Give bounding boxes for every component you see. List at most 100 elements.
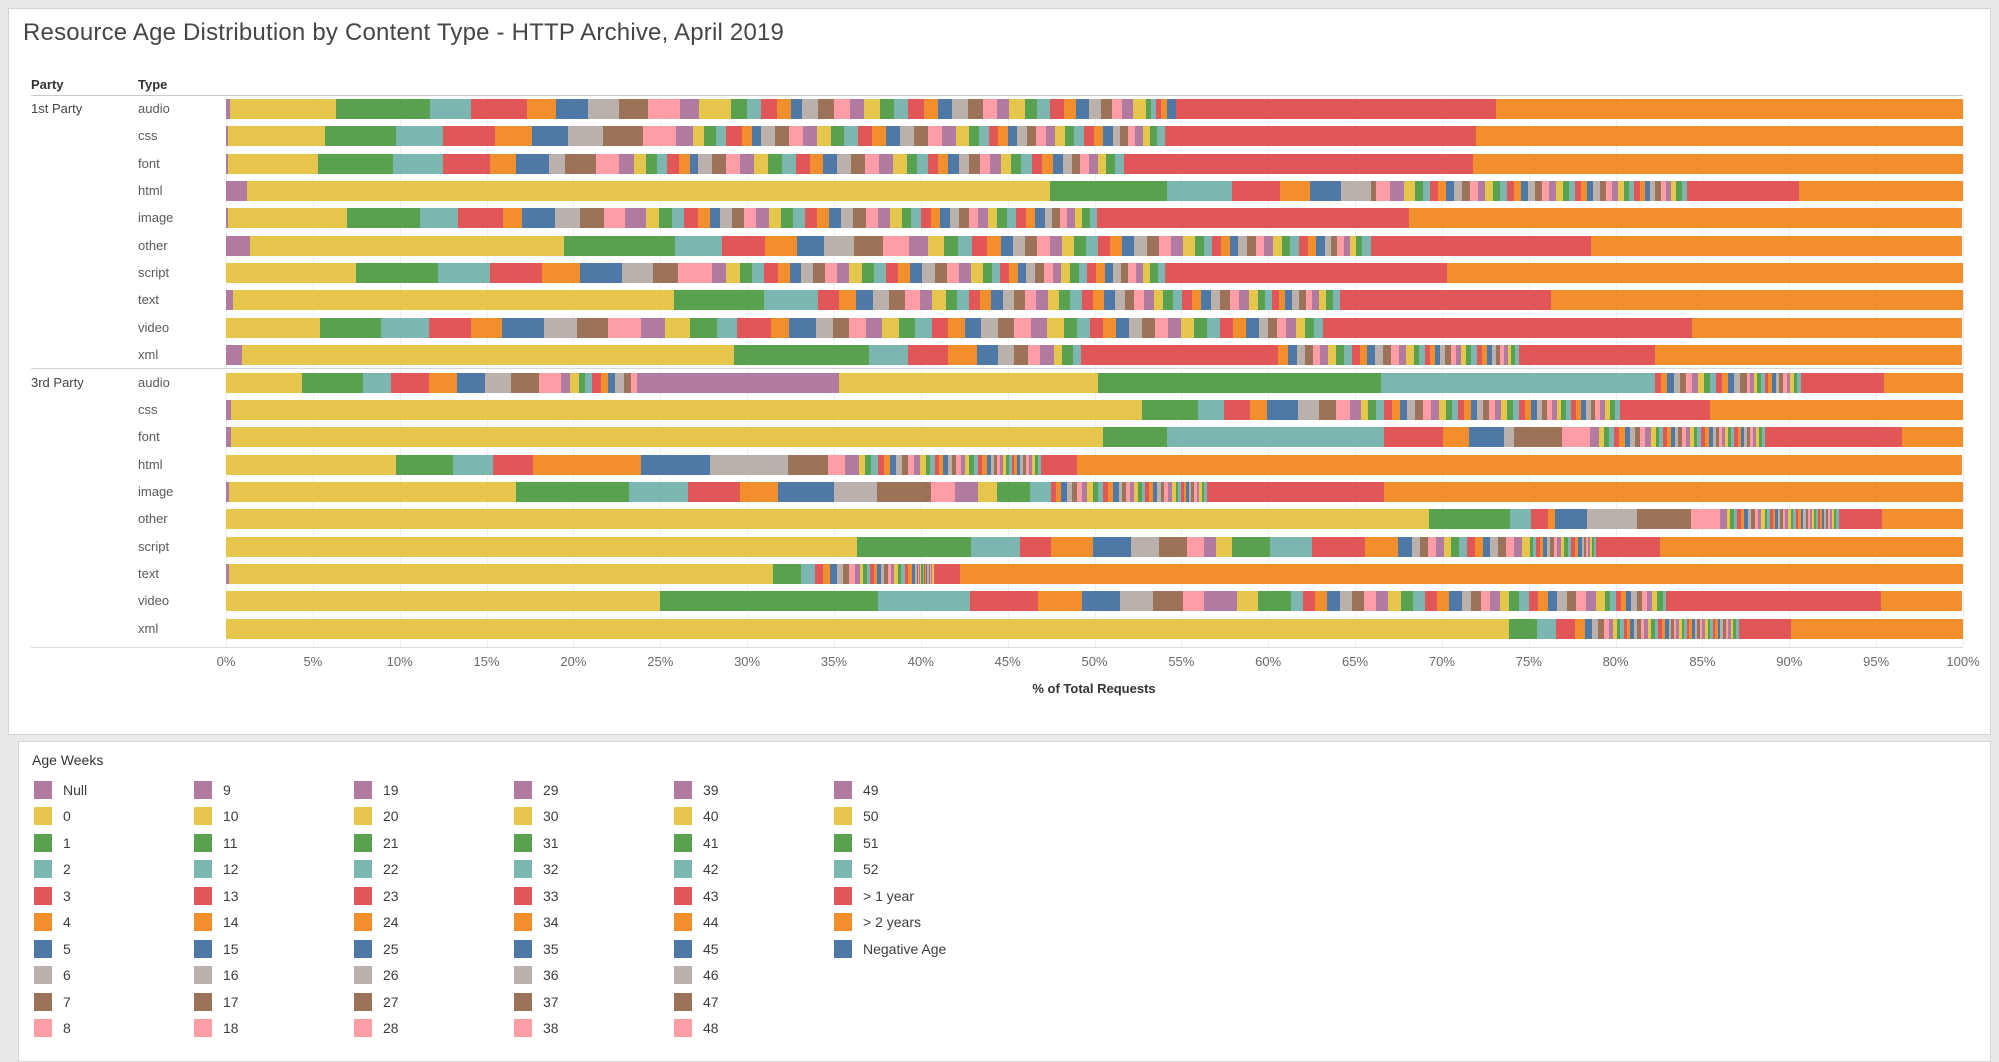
bar-segment-age-25[interactable] <box>1104 290 1116 311</box>
bar-segment-age-18[interactable] <box>1312 345 1321 366</box>
bar-segment-age-30[interactable] <box>1521 536 1530 557</box>
bar-segment-age-26[interactable] <box>1375 345 1383 366</box>
bar-segment-age-21[interactable] <box>1493 181 1501 202</box>
bar-segment-age-2[interactable] <box>877 591 971 612</box>
bar-segment-age-29[interactable] <box>996 99 1010 119</box>
bar-segment-age-25[interactable] <box>910 263 923 284</box>
bar-segment-age-19[interactable] <box>1082 481 1088 502</box>
bar-segment-age-11[interactable] <box>689 317 718 338</box>
bar-segment-age-30[interactable] <box>1499 591 1510 612</box>
bar-segment-age-5[interactable] <box>640 454 711 475</box>
bar-segment-age-4[interactable] <box>947 345 978 366</box>
bar-segment-age-12[interactable] <box>1733 509 1738 530</box>
bar-segment-age-35[interactable] <box>1076 99 1089 119</box>
bar-segment-age-32[interactable] <box>1697 427 1702 448</box>
bar-segment-age-34[interactable] <box>1538 591 1548 612</box>
bar-segment-age-14[interactable] <box>679 153 690 174</box>
bar-segment-age-41[interactable] <box>1813 509 1816 530</box>
bar-segment-age-5[interactable] <box>516 153 550 174</box>
bar-segment-age-19[interactable] <box>802 126 817 147</box>
bar-segment-age-36[interactable] <box>1128 317 1142 338</box>
bar-segment-age-12[interactable] <box>1620 618 1624 639</box>
bar-segment-age-10[interactable] <box>932 290 947 311</box>
bar-segment-age-49[interactable] <box>1600 399 1606 420</box>
bar-segment-age-24[interactable] <box>1514 181 1522 202</box>
bar-segment-age-35[interactable] <box>1201 290 1211 311</box>
bar-segment-age-43[interactable] <box>1016 208 1026 229</box>
bar-segment-age-40[interactable] <box>1461 345 1467 366</box>
bar-segment-age-22[interactable] <box>781 153 796 174</box>
legend-item-39[interactable]: 39 <box>674 780 719 799</box>
bar-segment-age-5[interactable] <box>555 99 588 119</box>
bar-segment-age-20[interactable] <box>1650 427 1656 448</box>
bar-segment-age-46[interactable] <box>1650 181 1656 202</box>
bar-segment-age-49[interactable] <box>1343 235 1350 256</box>
bar-segment-age-35[interactable] <box>1691 618 1695 639</box>
bar-segment-age-6[interactable] <box>1592 618 1599 639</box>
bar-segment-age-31[interactable] <box>1195 235 1204 256</box>
legend-item-15[interactable]: 15 <box>194 939 239 958</box>
bar-segment-age-5[interactable] <box>531 126 569 147</box>
bar-segment-age-29[interactable] <box>1143 290 1154 311</box>
bar-segment-age-18[interactable] <box>887 563 891 584</box>
bar-segment-age-51[interactable] <box>1082 208 1090 229</box>
bar-segment-age-31[interactable] <box>1163 290 1173 311</box>
bar-segment-age-13[interactable] <box>1050 481 1057 502</box>
bar-segment-age-9[interactable] <box>679 99 700 119</box>
bar-segment-age-2[interactable] <box>675 235 722 256</box>
bar-segment-age-21[interactable] <box>1655 427 1660 448</box>
bar-segment-age->1year[interactable] <box>1123 153 1473 174</box>
bar-segment-age->1year[interactable] <box>1370 235 1592 256</box>
bar-segment-age-24[interactable] <box>1772 509 1776 530</box>
bar-segment-age-43[interactable] <box>1634 181 1640 202</box>
bar-segment-age-42[interactable] <box>1006 208 1017 229</box>
bar-segment-age-50[interactable] <box>1730 618 1734 639</box>
bar-segment-age-24[interactable] <box>1359 345 1368 366</box>
bar-segment-age-15[interactable] <box>709 208 721 229</box>
bar-segment-age-32[interactable] <box>1141 481 1146 502</box>
bar-segment-age-36[interactable] <box>990 454 994 475</box>
bar-segment-age-17[interactable] <box>623 372 631 393</box>
bar-segment-age-39[interactable] <box>1264 235 1273 256</box>
bar-segment-age-1[interactable] <box>673 290 765 311</box>
bar-segment-age-33[interactable] <box>1000 263 1010 284</box>
bar-segment-age-30[interactable] <box>1153 290 1164 311</box>
bar-segment-age-40[interactable] <box>1061 263 1070 284</box>
bar-segment-age-18[interactable] <box>849 317 866 338</box>
bar-segment-age-11[interactable] <box>1603 427 1610 448</box>
bar-segment-age->2years[interactable] <box>1551 290 1963 311</box>
bar-segment-age-26[interactable] <box>1528 181 1535 202</box>
bar-segment-age-1[interactable] <box>564 235 676 256</box>
bar-segment-age-40[interactable] <box>1055 126 1065 147</box>
bar-segment-age-25[interactable] <box>1113 481 1119 502</box>
bar-segment-age-21[interactable] <box>1092 481 1098 502</box>
bar-segment-age-19[interactable] <box>913 454 920 475</box>
bar-segment-age-37[interactable] <box>1697 618 1700 639</box>
bar-segment-age-34[interactable] <box>930 208 941 229</box>
bar-segment-age-3[interactable] <box>817 290 839 311</box>
bar-segment-age-1[interactable] <box>1428 509 1510 530</box>
bar-segment-age-45[interactable] <box>1578 536 1582 557</box>
bar-segment-age-5[interactable] <box>855 290 874 311</box>
bar-segment-age-32[interactable] <box>1684 618 1687 639</box>
bar-segment-age-42[interactable] <box>1078 263 1088 284</box>
bar-segment-age-33[interactable] <box>1716 372 1723 393</box>
bar-segment-age-39[interactable] <box>931 563 933 584</box>
bar-segment-age-6[interactable] <box>543 317 577 338</box>
bar-segment-age-11[interactable] <box>1730 509 1734 530</box>
bar-segment-age-23[interactable] <box>795 153 810 174</box>
bar-segment-age-9[interactable] <box>1203 591 1237 612</box>
bar-segment-age-27[interactable] <box>1780 509 1783 530</box>
bar-segment-age-14[interactable] <box>883 454 890 475</box>
bar-segment-age-40[interactable] <box>1000 153 1011 174</box>
bar-segment-age-7[interactable] <box>1371 181 1377 202</box>
bar-segment-age-43[interactable] <box>1271 290 1279 311</box>
bar-segment-age-51[interactable] <box>1356 235 1363 256</box>
bar-segment-age-7[interactable] <box>576 317 609 338</box>
bar-segment-age-48[interactable] <box>1277 317 1287 338</box>
bar-segment-age-16[interactable] <box>1002 290 1014 311</box>
bar-segment-age-0[interactable] <box>227 153 319 174</box>
bar-segment-age-45[interactable] <box>1035 208 1045 229</box>
bar-segment-age-30[interactable] <box>970 263 984 284</box>
bar-segment-age-6[interactable] <box>621 263 654 284</box>
